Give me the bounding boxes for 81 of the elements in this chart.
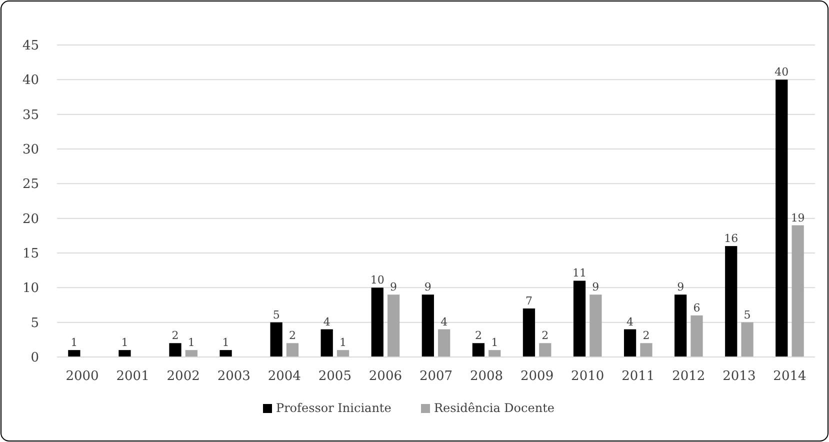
y-tick-label: 20 [22, 212, 39, 227]
legend-label: Professor Iniciante [276, 401, 392, 415]
data-label: 2 [474, 329, 482, 342]
data-label: 16 [724, 232, 738, 246]
data-label: 19 [790, 211, 805, 224]
bar [522, 308, 536, 357]
x-tick-label: 2014 [773, 369, 806, 384]
y-tick-label: 35 [22, 108, 39, 123]
y-tick-label: 30 [22, 142, 39, 158]
data-label: 1 [222, 336, 230, 350]
x-tick-label: 2007 [419, 369, 453, 384]
bar [220, 350, 232, 357]
x-tick-label: 2005 [318, 369, 352, 384]
bar [438, 329, 450, 357]
x-tick-label: 2011 [622, 369, 655, 384]
bar [690, 315, 703, 357]
bar [118, 350, 131, 357]
bar [68, 350, 80, 357]
data-label: 2 [542, 329, 549, 342]
x-tick-label: 2002 [166, 369, 200, 384]
x-tick-label: 2006 [368, 369, 402, 384]
data-label: 6 [693, 301, 700, 314]
bar [371, 288, 384, 357]
y-tick-label: 5 [30, 316, 39, 331]
data-label: 9 [677, 280, 684, 294]
bar [320, 329, 333, 357]
data-label: 4 [626, 315, 634, 328]
data-label: 1 [188, 336, 195, 350]
bar [387, 294, 400, 357]
bar [539, 343, 552, 357]
y-tick-label: 40 [22, 73, 39, 88]
x-tick-label: 2001 [116, 369, 150, 384]
data-label: 1 [491, 336, 498, 350]
data-label: 5 [744, 308, 751, 322]
x-tick-label: 2010 [571, 369, 604, 384]
data-label: 9 [592, 280, 600, 294]
bar [270, 322, 282, 357]
bar [185, 350, 198, 357]
y-tick-label: 0 [30, 350, 39, 366]
data-label: 1 [121, 336, 128, 350]
data-label: 2 [642, 329, 650, 342]
data-label: 2 [172, 329, 179, 342]
data-label: 10 [370, 274, 384, 287]
bar [741, 322, 754, 357]
data-label: 1 [340, 336, 347, 350]
bar [422, 294, 434, 357]
data-label: 7 [525, 294, 532, 308]
x-tick-label: 2000 [66, 369, 99, 384]
x-tick-label: 2008 [470, 369, 504, 384]
data-label: 2 [288, 329, 296, 342]
bar [590, 294, 602, 357]
bar [169, 343, 182, 357]
bar [488, 350, 501, 357]
data-label: 1 [70, 336, 78, 350]
data-label: 40 [774, 66, 789, 79]
bar [674, 294, 687, 357]
x-tick-label: 2004 [268, 369, 301, 384]
x-tick-label: 2009 [520, 369, 554, 384]
bar [640, 343, 652, 357]
y-tick-label: 15 [22, 246, 39, 262]
x-tick-label: 2013 [722, 369, 756, 384]
bar [336, 350, 350, 357]
y-tick-label: 45 [22, 38, 39, 54]
bar [573, 280, 586, 357]
data-label: 4 [323, 315, 330, 328]
bar [624, 329, 636, 357]
y-tick-label: 10 [22, 281, 39, 296]
x-tick-label: 2012 [672, 369, 706, 384]
data-label: 4 [440, 315, 448, 328]
data-label: 11 [572, 266, 587, 280]
data-label: 9 [390, 280, 398, 294]
bar [472, 343, 485, 357]
bar [776, 80, 788, 357]
bar [725, 246, 738, 357]
data-label: 5 [272, 308, 280, 322]
legend-label: Residência Docente [434, 401, 554, 415]
y-tick-label: 25 [22, 177, 39, 192]
data-label: 9 [424, 280, 432, 294]
bar [286, 343, 299, 357]
x-tick-label: 2003 [217, 369, 250, 384]
bar [792, 225, 804, 357]
